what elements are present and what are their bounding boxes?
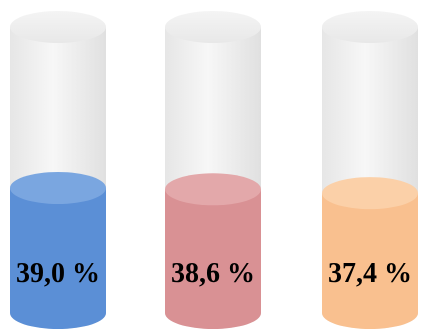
cylinder-track-top bbox=[322, 11, 418, 43]
value-label-3: 37,4 % bbox=[328, 258, 412, 289]
cylinder-bar-top-3 bbox=[322, 177, 418, 210]
cylinder-bar-top-1 bbox=[10, 172, 106, 204]
value-labels: 39,0 % 38,6 % 37,4 % bbox=[16, 258, 412, 289]
value-label-1: 39,0 % bbox=[16, 258, 100, 289]
cylinder-track-top bbox=[10, 11, 106, 43]
cylinder-bar-2 bbox=[165, 189, 261, 329]
value-label-2: 38,6 % bbox=[171, 258, 255, 289]
cylinder-bar-3 bbox=[322, 193, 418, 329]
cylinder-bar-top-2 bbox=[165, 173, 261, 206]
cylinder-bar-1 bbox=[10, 188, 106, 329]
cylinder-fills bbox=[10, 172, 418, 329]
cylinder-track-top bbox=[165, 11, 261, 43]
